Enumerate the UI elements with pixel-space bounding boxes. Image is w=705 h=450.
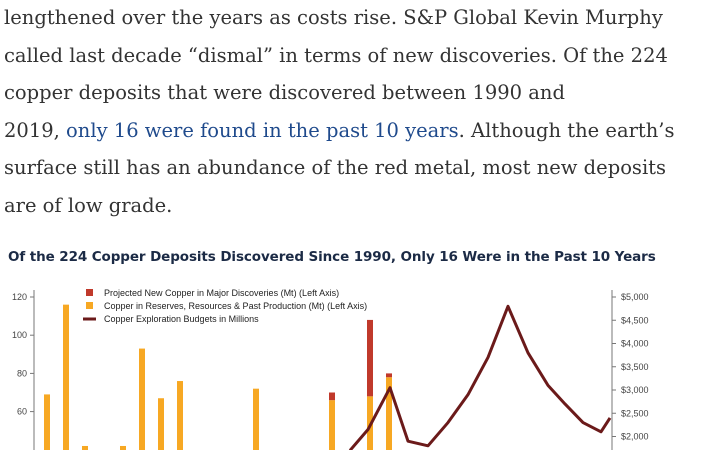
bar-projected-new — [329, 392, 335, 401]
right-axis-tick-label: $3,000 — [621, 385, 649, 395]
left-axis-tick-label: 80 — [17, 368, 27, 378]
paragraph-line: lengthened over the years as costs rise.… — [4, 6, 663, 29]
legend-label: Copper in Reserves, Resources & Past Pro… — [104, 301, 367, 311]
bar-group — [44, 304, 392, 450]
left-axis-tick-label: 120 — [12, 292, 27, 302]
bar-reserves — [253, 388, 259, 450]
budget-line — [348, 304, 612, 450]
chart-plot: 120 100 80 60 $5,000 $4,500 $4,000 $3,500 $3,00… — [12, 288, 649, 450]
left-axis-tick-label: 60 — [17, 407, 27, 417]
article-body: lengthened over the years as costs rise.… — [4, 0, 699, 224]
chart-legend: Projected New Copper in Major Discoverie… — [83, 288, 367, 324]
right-axis-tick-label: $4,000 — [621, 339, 649, 349]
bar-reserves — [158, 398, 164, 450]
right-axis-tick-label: $5,000 — [621, 292, 649, 302]
paragraph-text: 2019, — [4, 118, 67, 142]
paragraph-line: called last decade “dismal” in terms of … — [4, 43, 668, 67]
right-axis-tick-label: $2,000 — [621, 432, 649, 442]
bar-reserves — [139, 348, 145, 450]
paragraph-text: . Although the earth’s — [458, 118, 675, 142]
paragraph-line: surface still has an abundance of the re… — [4, 156, 667, 179]
bar-reserves — [63, 304, 69, 450]
legend-swatch — [86, 302, 93, 309]
article-link[interactable]: only 16 were found in the past 10 years — [66, 118, 459, 142]
right-axis-tick-label: $2,500 — [621, 408, 649, 418]
bar-reserves — [120, 445, 126, 450]
line-group — [348, 304, 612, 450]
legend-label: Projected New Copper in Major Discoverie… — [104, 288, 339, 298]
right-axis-tick-label: $3,500 — [621, 362, 649, 372]
right-axis: $5,000 $4,500 $4,000 $3,500 $3,000 $2,500 $2,0… — [611, 290, 649, 450]
left-axis: 120 100 80 60 — [12, 290, 35, 450]
bar-projected-new — [367, 319, 373, 397]
chart-title: Of the 224 Copper Deposits Discovered Si… — [8, 249, 656, 265]
bar-reserves — [82, 445, 88, 450]
legend-swatch — [86, 289, 93, 296]
paragraph-line: copper deposits that were discovered bet… — [4, 81, 565, 104]
bar-reserves — [386, 377, 392, 450]
left-axis-tick-label: 100 — [12, 330, 27, 340]
bar-reserves — [329, 400, 335, 450]
bar-reserves — [44, 394, 50, 450]
paragraph-line: 2019, only 16 were found in the past 10 … — [4, 112, 699, 150]
bar-projected-new — [386, 373, 392, 378]
paragraph-line: are of low grade. — [4, 193, 173, 217]
legend-label: Copper Exploration Budgets in Millions — [104, 314, 259, 324]
chart-figure: Of the 224 Copper Deposits Discovered Si… — [0, 245, 705, 450]
right-axis-tick-label: $4,500 — [621, 315, 649, 325]
bar-reserves — [177, 381, 183, 450]
